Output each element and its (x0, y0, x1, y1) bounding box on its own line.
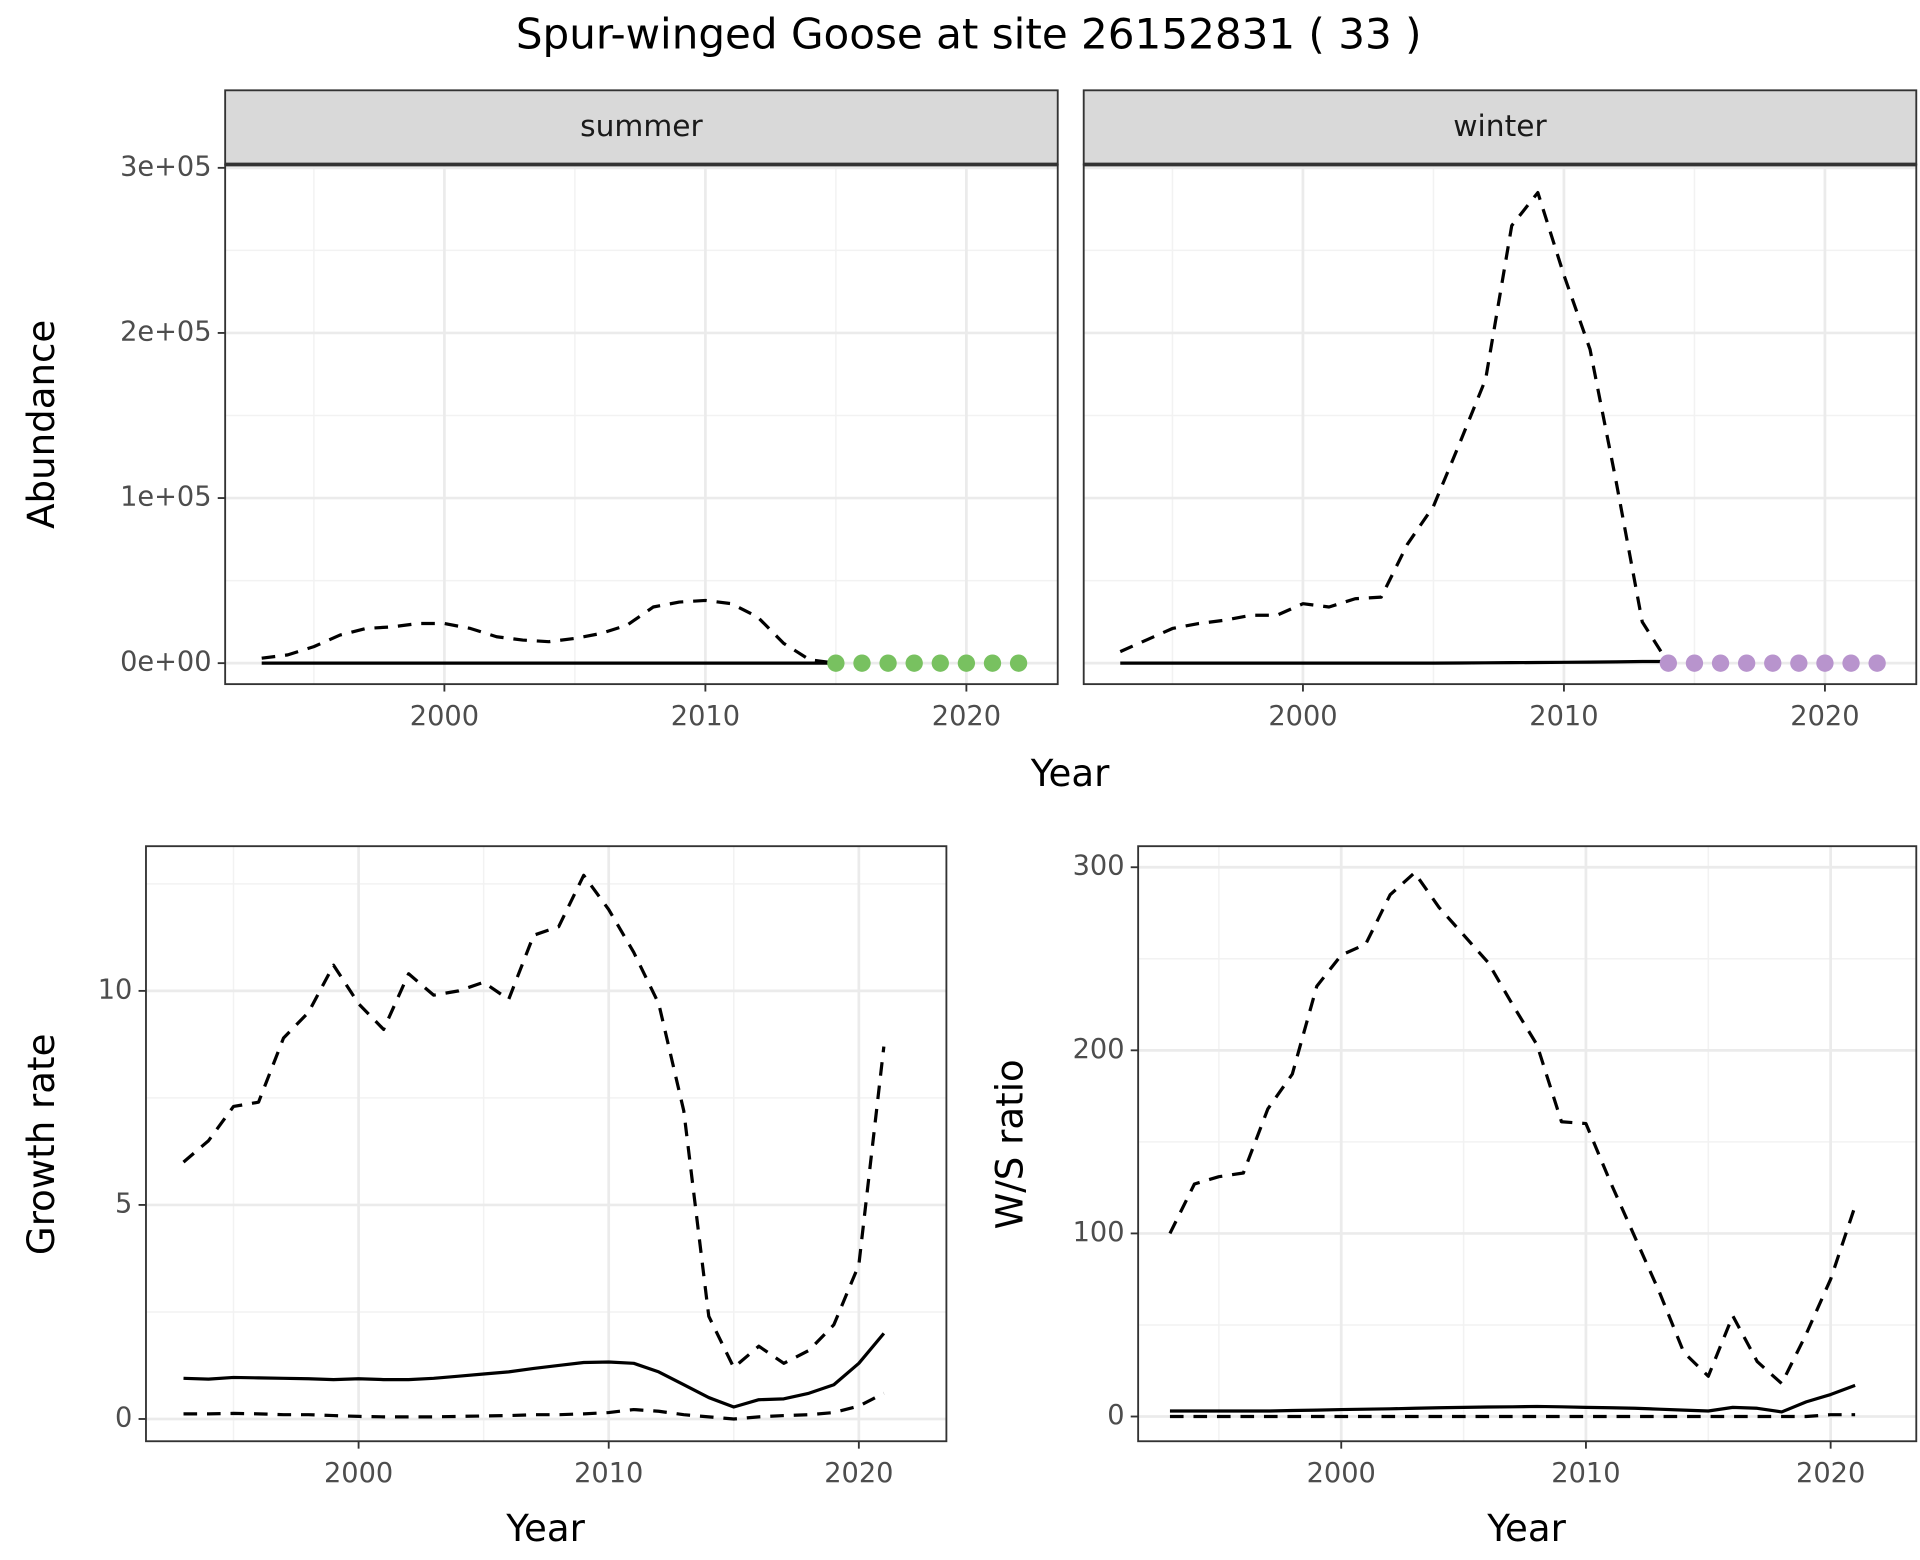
panel-background (225, 164, 1058, 685)
y-tick-label: 3e+05 (120, 151, 211, 182)
data-point (1790, 654, 1808, 672)
data-point (983, 654, 1002, 672)
y-tick-label: 1e+05 (120, 482, 211, 513)
data-point (1764, 654, 1782, 672)
y-axis-title: W/S ratio (988, 1059, 1031, 1229)
data-point (853, 654, 871, 672)
line-series (261, 598, 837, 665)
data-point (1711, 654, 1730, 672)
data-point (1009, 654, 1028, 672)
x-axis-title: Year (1030, 752, 1110, 795)
panel-background (1083, 164, 1917, 685)
line-series (1120, 659, 1669, 665)
x-tick-label: 2020 (824, 1458, 893, 1489)
data-point (931, 654, 949, 672)
x-tick-label: 2000 (324, 1458, 393, 1489)
data-point (1816, 654, 1834, 672)
y-tick-label: 300 (1073, 851, 1125, 882)
data-point (957, 654, 976, 672)
line-series (182, 873, 886, 1370)
line-series (183, 1332, 886, 1409)
panel-background (1138, 846, 1917, 1442)
y-tick-label: 5 (115, 1188, 132, 1219)
line-series (1169, 1413, 1856, 1419)
y-tick-label: 2e+05 (120, 316, 211, 347)
x-tick-label: 2020 (1796, 1458, 1865, 1489)
data-point (1737, 654, 1756, 672)
data-point (1842, 654, 1860, 672)
strip-label: summer (580, 109, 703, 144)
data-point (905, 654, 923, 672)
data-point (827, 654, 845, 672)
figure-title: Spur-winged Goose at site 26152831 ( 33 … (516, 10, 1422, 59)
y-tick-label: 200 (1073, 1034, 1125, 1065)
y-tick-label: 100 (1073, 1217, 1125, 1248)
x-axis-title: Year (1486, 1507, 1566, 1550)
y-axis-title: Growth rate (20, 1034, 63, 1256)
x-tick-label: 2000 (410, 701, 479, 732)
y-tick-label: 0 (1107, 1400, 1124, 1431)
data-point (1685, 654, 1704, 672)
x-tick-label: 2010 (671, 701, 740, 732)
line-series (1119, 190, 1670, 665)
line-series (1169, 1383, 1856, 1414)
panel-border (145, 845, 948, 1443)
data-point (879, 654, 897, 672)
y-tick-label: 10 (98, 974, 133, 1005)
strip-background (1082, 89, 1918, 166)
x-tick-label: 2010 (574, 1458, 643, 1489)
y-tick-label: 0e+00 (120, 647, 211, 678)
panel-background (145, 846, 947, 1442)
x-tick-label: 2010 (1551, 1458, 1620, 1489)
x-tick-label: 2020 (932, 701, 1001, 732)
data-point (1868, 654, 1886, 672)
y-axis-title: Abundance (20, 320, 63, 529)
x-tick-label: 2010 (1529, 701, 1598, 732)
x-axis-title: Year (505, 1507, 585, 1550)
x-tick-label: 2000 (1307, 1458, 1376, 1489)
strip-label: winter (1453, 109, 1547, 144)
y-tick-label: 0 (115, 1402, 132, 1433)
x-tick-label: 2020 (1790, 701, 1859, 732)
data-point (1659, 654, 1678, 672)
x-tick-label: 2000 (1268, 701, 1337, 732)
panel-border (1137, 845, 1918, 1443)
